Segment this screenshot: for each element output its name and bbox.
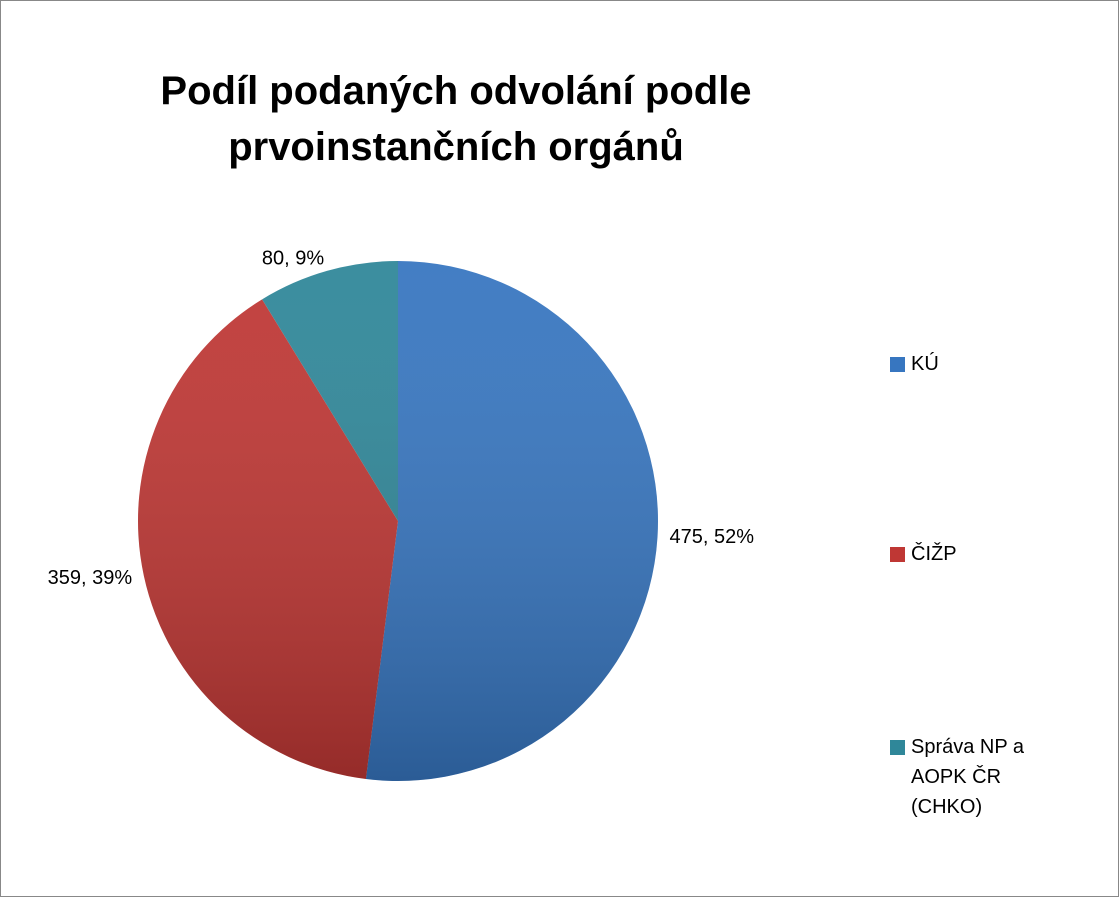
chart-title: Podíl podaných odvolání podle prvoinstan… — [160, 69, 752, 169]
legend-swatch — [890, 357, 905, 372]
data-label: 359, 39% — [48, 567, 133, 589]
legend-label: KÚ — [911, 353, 939, 375]
legend-label: Správa NP a AOPK ČR (CHKO) — [911, 736, 1025, 818]
data-label: 80, 9% — [262, 247, 324, 269]
legend-swatch — [890, 547, 905, 562]
pie-slice — [365, 261, 658, 781]
legend-swatch — [890, 740, 905, 755]
legend-label: ČIŽP — [911, 543, 957, 565]
data-label: 475, 52% — [669, 526, 754, 548]
legend-item: ČIŽP — [890, 539, 1040, 569]
legend-item: KÚ — [890, 349, 1040, 379]
slices — [137, 261, 658, 781]
legend-item: Správa NP a AOPK ČR (CHKO) — [890, 732, 1040, 822]
